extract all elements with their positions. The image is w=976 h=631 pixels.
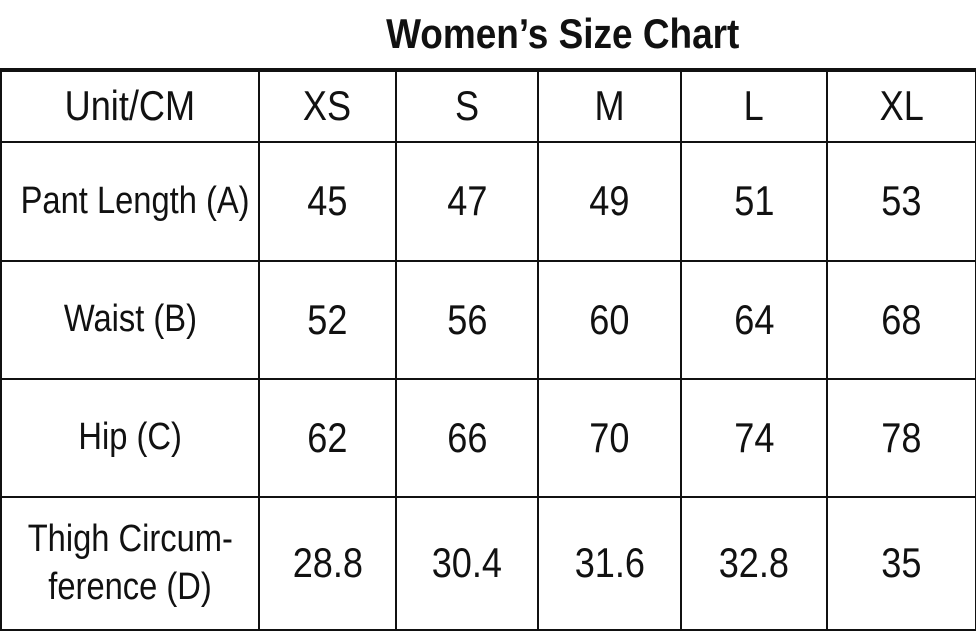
value: 32.8 [718, 539, 790, 587]
row-label: Waist (B) [63, 298, 197, 341]
size-label: M [594, 82, 625, 130]
value-cell: 66 [395, 378, 539, 498]
value: 28.8 [292, 539, 363, 587]
row-label-cell: Hip (C) [0, 378, 260, 498]
value: 74 [733, 413, 775, 461]
value: 52 [307, 295, 348, 343]
header-cell: XS [258, 70, 397, 143]
value-cell: 32.8 [680, 496, 828, 631]
value-cell: 45 [258, 141, 397, 262]
row-label-line: ference (D) [48, 565, 212, 608]
value: 66 [446, 413, 488, 461]
row-label-cell: Pant Length (A) [0, 141, 260, 262]
measure-row: Waist (B) 52 56 60 64 68 [0, 260, 976, 380]
value-cell: 53 [826, 141, 976, 262]
measure-row: Hip (C) 62 66 70 74 78 [0, 378, 976, 498]
row-label-line: Thigh Circum- [27, 518, 233, 560]
title-bar: Women’s Size Chart [0, 0, 976, 70]
header-row: Unit/CM XS S M L XL [0, 70, 976, 143]
value: 70 [589, 413, 630, 461]
row-label: Pant Length (A) [20, 179, 250, 222]
value: 35 [881, 539, 922, 587]
value-cell: 35 [826, 496, 976, 631]
value: 60 [589, 295, 630, 343]
header-cell: M [537, 70, 682, 143]
size-label: XL [879, 82, 924, 130]
value-cell: 28.8 [258, 496, 397, 631]
value: 51 [733, 177, 775, 225]
value-cell: 78 [826, 378, 976, 498]
size-label: L [743, 82, 765, 130]
value: 53 [881, 177, 922, 225]
header-cell: S [395, 70, 539, 143]
value-cell: 30.4 [395, 496, 539, 631]
value: 31.6 [574, 539, 645, 587]
size-table: Unit/CM XS S M L XL Pant Length (A) 45 47 49 51 53 W… [0, 70, 976, 631]
value: 45 [307, 177, 348, 225]
row-label: Hip (C) [78, 416, 182, 459]
value-cell: 74 [680, 378, 828, 498]
value-cell: 52 [258, 260, 397, 380]
row-label-cell: Waist (B) [0, 260, 260, 380]
size-label: XS [303, 82, 352, 130]
value: 62 [307, 413, 348, 461]
value: 56 [446, 295, 488, 343]
value-cell: 68 [826, 260, 976, 380]
measure-row: Thigh Circum-ference (D) 28.8 30.4 31.6 32.8… [0, 496, 976, 631]
value-cell: 51 [680, 141, 828, 262]
value-cell: 70 [537, 378, 682, 498]
value: 49 [589, 177, 630, 225]
value-cell: 47 [395, 141, 539, 262]
value: 68 [881, 295, 922, 343]
value: 78 [881, 413, 922, 461]
title: Women’s Size Chart [386, 10, 740, 57]
value-cell: 56 [395, 260, 539, 380]
header-cell: L [680, 70, 828, 143]
value-cell: 62 [258, 378, 397, 498]
value-cell: 64 [680, 260, 828, 380]
value-cell: 60 [537, 260, 682, 380]
value: 64 [733, 295, 775, 343]
header-cell: XL [826, 70, 976, 143]
value-cell: 31.6 [537, 496, 682, 631]
size-label: S [454, 82, 480, 130]
unit-label: Unit/CM [64, 82, 196, 130]
value-cell: 49 [537, 141, 682, 262]
row-label-cell: Thigh Circum-ference (D) [0, 496, 260, 631]
header-cell: Unit/CM [0, 70, 260, 143]
measure-row: Pant Length (A) 45 47 49 51 53 [0, 141, 976, 262]
value: 30.4 [431, 539, 503, 587]
value: 47 [446, 177, 488, 225]
